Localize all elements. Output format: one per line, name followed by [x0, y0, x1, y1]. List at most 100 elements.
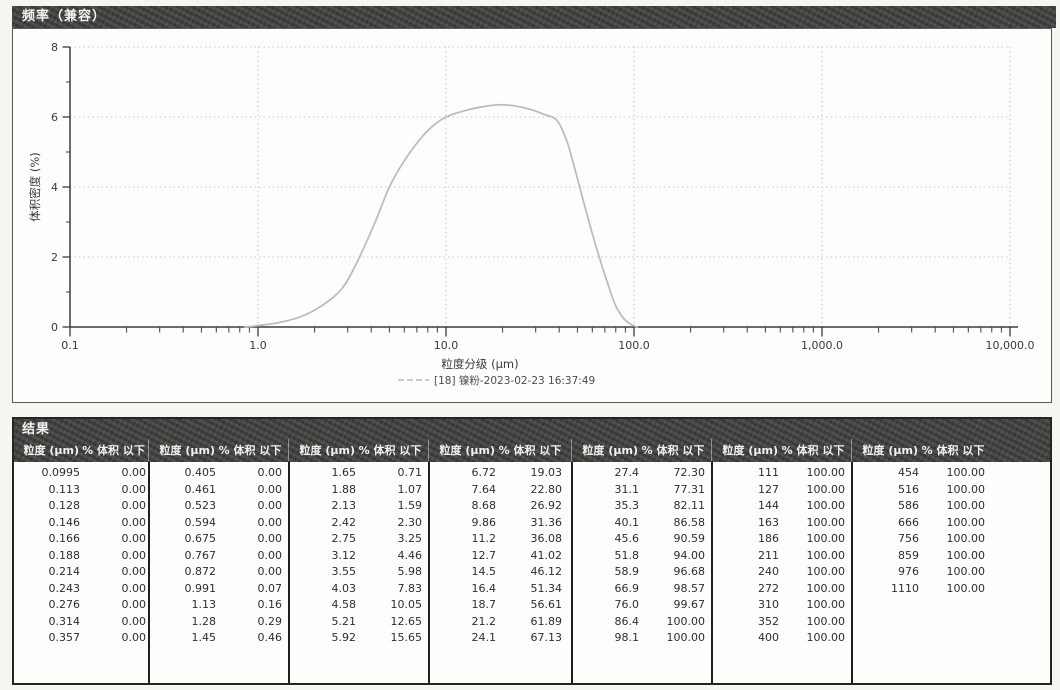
- table-row: 0.243 0.00: [14, 581, 148, 598]
- table-row: 1.13 0.16: [150, 597, 288, 614]
- size-cell: 66.9: [614, 581, 640, 595]
- results-panel-title: 结果: [22, 422, 51, 437]
- size-cell: 1.65: [331, 466, 357, 479]
- pct-cell: 100.00: [946, 482, 986, 496]
- pct-cell: 0.00: [257, 499, 283, 512]
- table-row: 0.188 0.00: [14, 548, 148, 565]
- size-cell: 976: [898, 565, 919, 578]
- size-cell: 58.9: [614, 565, 640, 578]
- axis-tick-labels: 0.1 1.0 10.0 100.0 1,000.0 10,000.0 0 2 4 6 8: [51, 41, 1034, 352]
- table-row: 21.2 61.89: [430, 614, 571, 631]
- size-cell: 0.113: [48, 482, 81, 496]
- pct-cell: 10.05: [390, 598, 423, 611]
- table-row: 666 100.00: [853, 515, 1050, 532]
- legend-text: [18] 镍粉-2023-02-23 16:37:49: [434, 374, 595, 387]
- size-cell: 16.4: [471, 581, 497, 595]
- results-column-headers: 粒度 (μm)% 体积 以下 粒度 (μm)% 体积 以下 粒度 (μm)% 体积 …: [14, 439, 1050, 461]
- table-row: 14.5 46.12: [430, 564, 571, 581]
- column-header-pct: % 体积 以下: [781, 444, 845, 457]
- table-row: 586 100.00: [853, 498, 1050, 515]
- table-row: 0.461 0.00: [150, 482, 288, 499]
- table-row: 18.7 56.61: [430, 597, 571, 614]
- table-row: 31.1 77.31: [573, 482, 711, 499]
- y-tick-label: 6: [51, 111, 58, 124]
- results-header-group: 粒度 (μm)% 体积 以下: [711, 439, 851, 461]
- table-row: 0.675 0.00: [150, 531, 288, 548]
- pct-cell: 0.07: [257, 581, 283, 595]
- size-cell: 0.314: [48, 614, 81, 628]
- column-header-size: 粒度 (μm): [23, 444, 80, 457]
- table-row: 1110 100.00: [853, 581, 1050, 598]
- size-cell: 0.214: [48, 565, 81, 578]
- frequency-panel-title-bar: 频率（兼容）: [12, 6, 1056, 28]
- size-cell: 12.7: [471, 548, 497, 562]
- table-row: 4.58 10.05: [290, 597, 428, 614]
- y-tick-label: 8: [51, 41, 58, 54]
- pct-cell: 0.00: [257, 482, 283, 496]
- pct-cell: 100.00: [806, 614, 846, 628]
- axis-ticks: [62, 46, 1011, 337]
- size-cell: 1.28: [191, 614, 217, 628]
- size-cell: 2.13: [331, 499, 357, 512]
- column-header-pct: % 体积 以下: [218, 444, 282, 457]
- column-header-pct: % 体积 以下: [921, 444, 985, 457]
- frequency-chart: 0.1 1.0 10.0 100.0 1,000.0 10,000.0 0 2 4 6 8 粒度分级…: [28, 41, 1034, 387]
- size-cell: 7.64: [471, 482, 497, 496]
- table-row: 310 100.00: [713, 597, 851, 614]
- pct-cell: 0.00: [257, 466, 283, 479]
- results-header-band: 结果 粒度 (μm)% 体积 以下 粒度 (μm)% 体积 以下 粒度 (μm)% …: [14, 419, 1050, 462]
- y-axis-label: 体积密度 (%): [28, 152, 42, 222]
- column-header-size: 粒度 (μm): [722, 444, 778, 457]
- table-row: 1.88 1.07: [290, 482, 428, 499]
- results-column-group: 0.0995 0.00 0.113 0.00 0.128 0.00 0.146 0.00 0.1…: [14, 462, 148, 683]
- pct-cell: 100.00: [946, 565, 986, 578]
- table-row: 5.92 15.65: [290, 630, 428, 647]
- pct-cell: 96.68: [673, 565, 706, 578]
- pct-cell: 0.00: [121, 598, 147, 611]
- table-row: 163 100.00: [713, 515, 851, 532]
- pct-cell: 0.00: [121, 515, 147, 529]
- table-row: 0.991 0.07: [150, 581, 288, 598]
- pct-cell: 0.00: [121, 499, 147, 512]
- table-row: 40.1 86.58: [573, 515, 711, 532]
- x-axis-label: 粒度分级 (μm): [441, 357, 518, 371]
- table-row: 7.64 22.80: [430, 482, 571, 499]
- table-row: 272 100.00: [713, 581, 851, 598]
- results-panel: 结果 粒度 (μm)% 体积 以下 粒度 (μm)% 体积 以下 粒度 (μm)% …: [12, 417, 1052, 685]
- results-header-group: 粒度 (μm)% 体积 以下: [428, 439, 571, 461]
- pct-cell: 67.13: [530, 631, 563, 644]
- table-row: 1.28 0.29: [150, 614, 288, 631]
- size-cell: 756: [898, 532, 919, 545]
- pct-cell: 100.00: [806, 532, 846, 545]
- table-row: 58.9 96.68: [573, 564, 711, 581]
- table-row: 4.03 7.83: [290, 581, 428, 598]
- size-cell: 98.1: [614, 631, 640, 644]
- table-row: 11.2 36.08: [430, 531, 571, 548]
- pct-cell: 100.00: [806, 499, 846, 512]
- results-header-group: 粒度 (μm)% 体积 以下: [148, 439, 288, 461]
- pct-cell: 4.46: [397, 548, 423, 562]
- size-cell: 0.276: [48, 598, 81, 611]
- table-row: 211 100.00: [713, 548, 851, 565]
- size-cell: 666: [898, 515, 919, 529]
- results-header-group: 粒度 (μm)% 体积 以下: [288, 439, 428, 461]
- table-row: 51.8 94.00: [573, 548, 711, 565]
- pct-cell: 3.25: [397, 532, 423, 545]
- size-cell: 8.68: [471, 499, 497, 512]
- size-cell: 0.523: [184, 499, 217, 512]
- table-row: 76.0 99.67: [573, 597, 711, 614]
- table-row: 0.594 0.00: [150, 515, 288, 532]
- pct-cell: 72.30: [673, 466, 706, 479]
- results-header-group: 粒度 (μm)% 体积 以下: [851, 439, 1050, 461]
- table-row: 9.86 31.36: [430, 515, 571, 532]
- table-row: 0.314 0.00: [14, 614, 148, 631]
- results-column-group: 6.72 19.03 7.64 22.80 8.68 26.92 9.86 31.36 11.2…: [428, 462, 571, 683]
- results-column-group: 27.4 72.30 31.1 77.31 35.3 82.11 40.1 86.58 45.6…: [571, 462, 711, 683]
- size-cell: 0.128: [48, 499, 81, 512]
- pct-cell: 0.00: [121, 466, 147, 479]
- x-tick-label: 10.0: [434, 339, 459, 352]
- size-cell: 0.0995: [41, 466, 81, 479]
- table-row: 2.42 2.30: [290, 515, 428, 532]
- table-row: 144 100.00: [713, 498, 851, 515]
- results-column-group: 1.65 0.71 1.88 1.07 2.13 1.59 2.42 2.30 2.75 3.25…: [288, 462, 428, 683]
